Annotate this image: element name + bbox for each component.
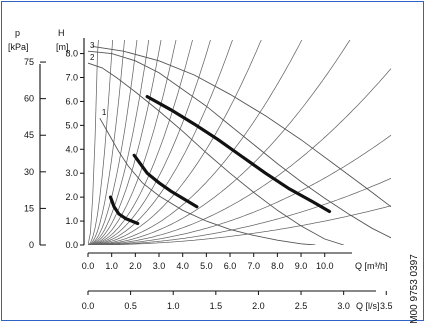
q-m3h-axis-tick-label: 4.0 — [176, 261, 189, 271]
q-m3h-axis-tick-label: 10.0 — [316, 261, 334, 271]
q-m3h-axis-tick-label: 0.0 — [82, 261, 95, 271]
q-ls-axis-label: Q [l/s] — [356, 301, 380, 311]
pump-curve-2 — [88, 62, 344, 245]
system-curve-5 — [88, 40, 150, 245]
h-axis-tick-label: 6.0 — [65, 96, 78, 106]
curve-layer: 1 2 3 — [88, 40, 392, 245]
p-axis-unit: [kPa] — [8, 42, 29, 52]
operating-range-2 — [132, 153, 199, 209]
system-curve-9 — [88, 40, 211, 245]
h-axis-tick-label: 2.0 — [65, 192, 78, 202]
h-axis-tick-label: 8.0 — [65, 49, 78, 59]
side-code-label: TM00 9753 0397 — [409, 254, 420, 324]
q-ls-axis-tick-label: 1.0 — [167, 301, 180, 311]
q-m3h-axis-tick-label: 9.0 — [295, 261, 308, 271]
q-m3h-axis-tick-label: 1.0 — [105, 261, 118, 271]
system-curve-14 — [88, 68, 392, 245]
q-m3h-axis-tick-label: 2.0 — [129, 261, 142, 271]
h-axis-tick-label: 0.0 — [65, 240, 78, 250]
system-curve-13 — [88, 40, 351, 245]
p-axis-tick-label: 0 — [29, 240, 34, 250]
q-m3h-axis-tick-label: 3.0 — [153, 261, 166, 271]
q-ls-axis-tick-label: 0.5 — [124, 301, 137, 311]
system-curve-8 — [88, 40, 193, 245]
q-m3h-axis-tick-label: 7.0 — [247, 261, 260, 271]
h-axis-tick-label: 1.0 — [65, 216, 78, 226]
pump-curve-4 — [92, 45, 392, 208]
p-axis-tick-label: 75 — [24, 57, 34, 67]
p-axis-tick-label: 15 — [24, 203, 34, 213]
pump-curve-label-1: 1 — [102, 108, 107, 117]
q-m3h-axis-tick-label: 5.0 — [200, 261, 213, 271]
system-curve-2 — [88, 40, 114, 245]
q-ls-axis-tick-label: 3.5 — [380, 301, 393, 311]
curve-group — [88, 40, 392, 245]
q-m3h-axis-tick-label: 6.0 — [224, 261, 237, 271]
q-ls-axis-tick-label: 2.0 — [252, 301, 265, 311]
system-curve-3 — [88, 40, 125, 245]
h-axis-tick-label: 5.0 — [65, 120, 78, 130]
p-axis-tick-label: 60 — [24, 94, 34, 104]
q-m3h-axis-tick-label: 8.0 — [271, 261, 284, 271]
system-curve-10 — [88, 40, 233, 245]
system-curve-17 — [88, 205, 392, 245]
p-axis-label: p — [15, 28, 20, 38]
q-m3h-axis-label: Q [m³/h] — [355, 261, 388, 271]
q-ls-axis-tick-label: 1.5 — [210, 301, 223, 311]
h-axis-tick-label: 4.0 — [65, 144, 78, 154]
axes-layer: 0.0 1.0 2.0 3.0 4.0 5.0 6.0 7.0 8.0 H [m] 0 15 30 45 60… — [8, 28, 393, 311]
operating-range-3 — [145, 94, 332, 214]
pump-curve-3 — [88, 50, 392, 239]
system-curve-1 — [88, 40, 99, 245]
q-ls-axis-tick-label: 0.0 — [82, 301, 95, 311]
p-axis-tick-label: 30 — [24, 167, 34, 177]
pump-curve-1 — [99, 117, 316, 245]
operating-range-1 — [108, 195, 140, 226]
h-axis-unit: [m] — [56, 42, 69, 52]
system-curve-16 — [88, 178, 392, 245]
h-axis-tick-label: 7.0 — [65, 73, 78, 83]
h-axis-tick-label: 3.0 — [65, 168, 78, 178]
system-curve-7 — [88, 40, 177, 245]
system-curve-12 — [88, 40, 303, 245]
pump-curve-label-2: 2 — [90, 53, 95, 62]
system-curve-11 — [88, 40, 262, 245]
q-ls-axis-tick-label: 2.5 — [295, 301, 308, 311]
q-ls-axis-tick-label: 3.0 — [337, 301, 350, 311]
h-axis-label: H — [58, 28, 65, 38]
system-curve-6 — [88, 40, 162, 245]
pump-curve-label-3: 3 — [90, 41, 95, 50]
system-curve-4 — [88, 40, 138, 245]
p-axis-tick-label: 45 — [24, 130, 34, 140]
